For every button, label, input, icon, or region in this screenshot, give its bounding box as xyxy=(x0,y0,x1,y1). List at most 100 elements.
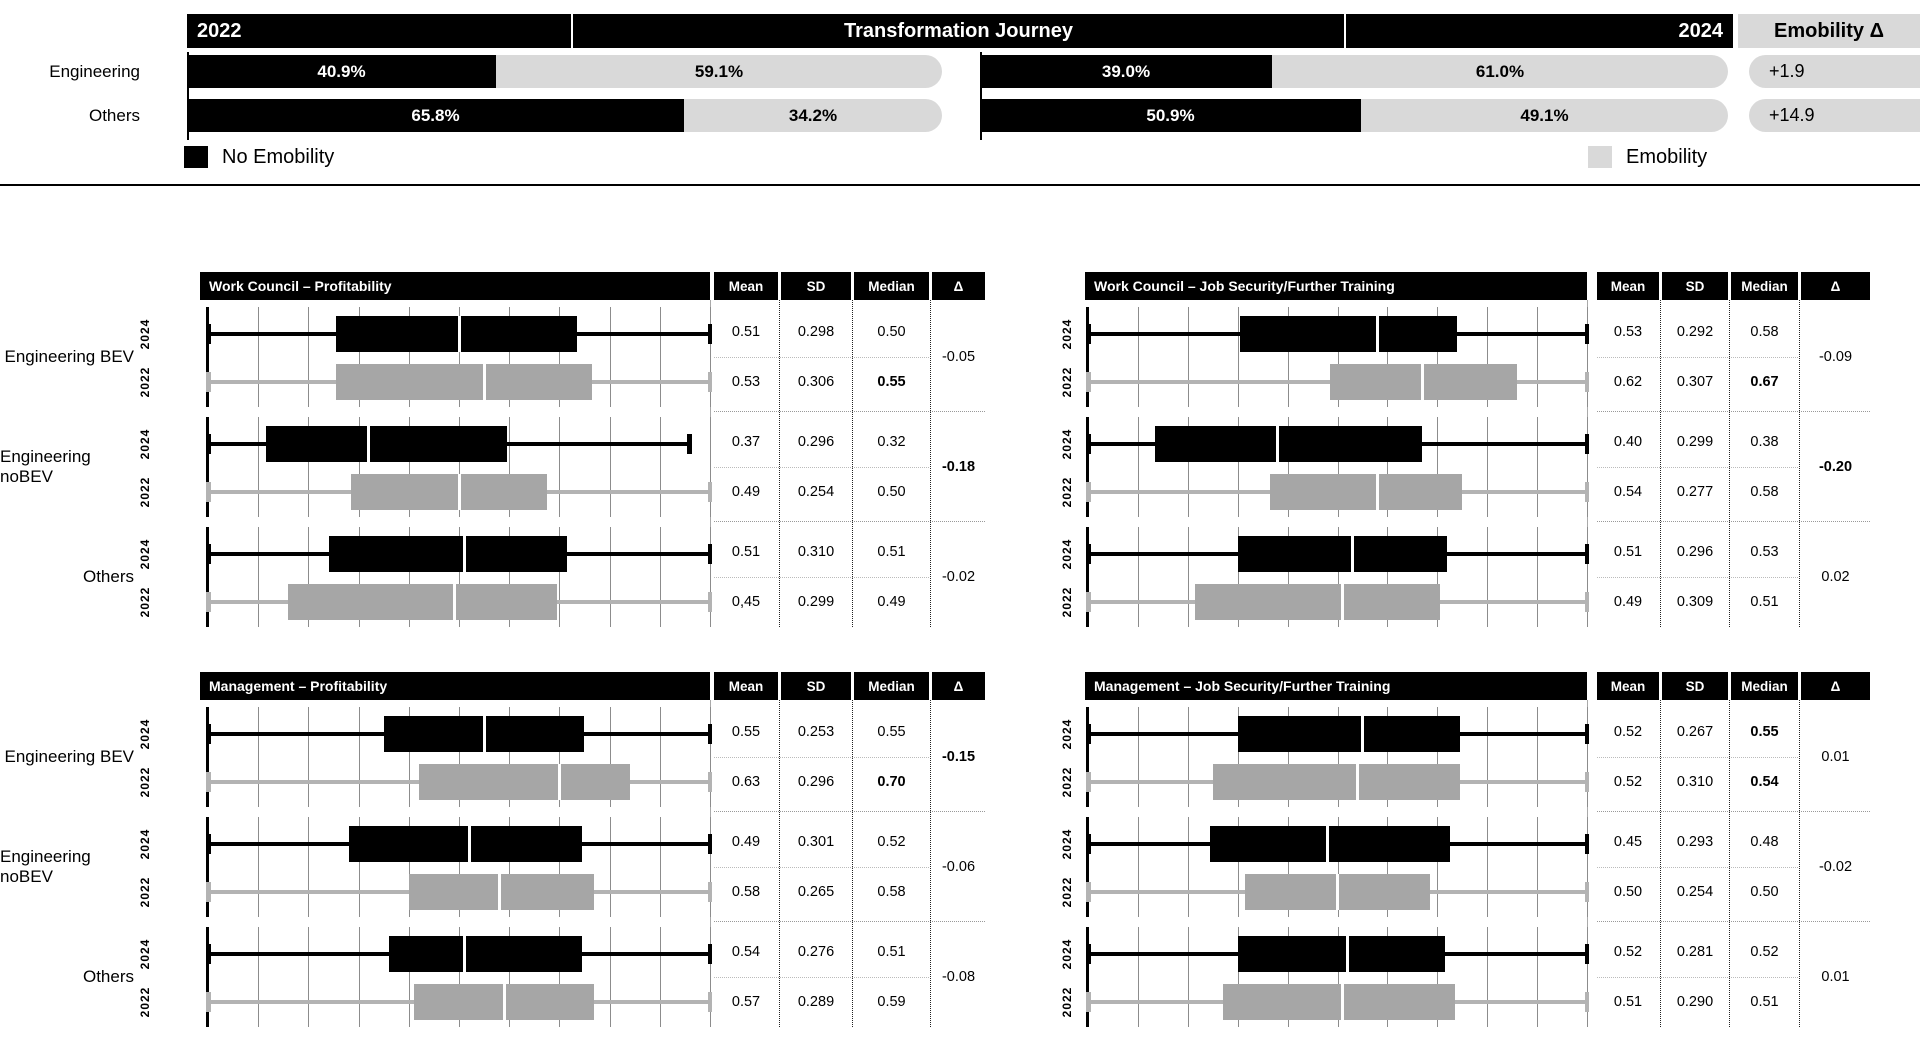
whisker-cap-high xyxy=(1584,434,1589,454)
gridline xyxy=(1187,417,1189,517)
gridline xyxy=(609,927,611,1027)
column-header-mean: Mean xyxy=(1597,272,1659,300)
table-column-separator xyxy=(852,700,853,1027)
cell-sd: 0.289 xyxy=(797,994,835,1010)
cell-delta: -0.02 xyxy=(941,569,976,585)
row-separator xyxy=(714,357,929,358)
whisker-cap-low xyxy=(206,482,211,502)
cell-median: 0.38 xyxy=(1750,434,1779,450)
cell-mean: 0.62 xyxy=(1613,374,1643,390)
box-median-line xyxy=(462,536,466,572)
gridline xyxy=(408,307,410,407)
group-separator xyxy=(714,921,985,922)
column-header-sd: SD xyxy=(781,672,851,700)
group-label: Others xyxy=(82,967,134,986)
cell-mean: 0.51 xyxy=(1613,994,1643,1010)
gridline xyxy=(1337,307,1339,407)
cell-mean: 0.52 xyxy=(1613,724,1643,740)
cell-mean: 0.57 xyxy=(731,994,761,1010)
gridline xyxy=(1537,307,1539,407)
gridline xyxy=(1537,527,1539,627)
cell-mean: 0.49 xyxy=(731,484,761,500)
gridline xyxy=(1337,817,1339,917)
cell-delta: -0.09 xyxy=(1818,349,1853,365)
gridline xyxy=(559,927,561,1027)
cell-sd: 0.299 xyxy=(1676,434,1714,450)
cell-sd: 0.296 xyxy=(797,774,835,790)
gridline xyxy=(1437,417,1439,517)
cell-median: 0.58 xyxy=(1750,324,1779,340)
group-label: Engineering BEV xyxy=(4,747,134,766)
gridline xyxy=(1487,527,1489,627)
box-median-line xyxy=(452,584,456,620)
gridline xyxy=(358,707,360,807)
gridline xyxy=(1287,527,1289,627)
box-median-line xyxy=(1341,584,1344,620)
cell-sd: 0.254 xyxy=(797,484,835,500)
gridline xyxy=(1137,527,1139,627)
category-label: Engineering xyxy=(49,61,140,81)
gridline xyxy=(710,417,711,517)
whisker-cap-high xyxy=(1584,944,1589,964)
year-label: 2022 xyxy=(1060,586,1074,618)
box-iqr xyxy=(348,826,582,862)
cell-median: 0.50 xyxy=(1750,884,1779,900)
year-label: 2022 xyxy=(138,986,152,1018)
cell-median: 0.58 xyxy=(1750,484,1779,500)
box-median-line xyxy=(1346,936,1349,972)
group-separator xyxy=(714,411,985,412)
cell-median: 0.50 xyxy=(877,484,906,500)
whisker-cap-high xyxy=(1584,482,1589,502)
gridline xyxy=(408,707,410,807)
whisker-cap-low xyxy=(206,834,211,854)
gridline xyxy=(408,817,410,917)
year-label: 2022 xyxy=(1060,476,1074,508)
group-separator xyxy=(1597,921,1870,922)
whisker-cap-low xyxy=(206,882,211,902)
cell-sd: 0.301 xyxy=(797,834,835,850)
column-header-sd: SD xyxy=(781,272,851,300)
group-label: Engineering noBEV xyxy=(0,847,91,886)
bar-value-emobility: 61.0% xyxy=(1475,61,1525,81)
column-header-sd: SD xyxy=(1662,672,1728,700)
gridline xyxy=(408,417,410,517)
bar-value-no-emobility: 65.8% xyxy=(411,105,460,125)
cell-median: 0.70 xyxy=(877,774,906,790)
gridline xyxy=(1237,527,1239,627)
whisker-cap-low xyxy=(1086,482,1091,502)
gridline xyxy=(1287,307,1289,407)
cell-median: 0.50 xyxy=(877,324,906,340)
box-median-line xyxy=(467,826,471,862)
plot-axis xyxy=(206,417,209,517)
gridline xyxy=(1487,307,1489,407)
gridline xyxy=(659,707,661,807)
box-iqr xyxy=(1195,584,1440,620)
cell-mean: 0.54 xyxy=(731,944,761,960)
delta-pill: +1.9 xyxy=(1749,55,1920,88)
gridline xyxy=(659,527,661,627)
gridline xyxy=(1487,417,1489,517)
column-header-median: Median xyxy=(1731,272,1798,300)
whisker-cap-high xyxy=(707,544,712,564)
whisker-cap-high xyxy=(707,834,712,854)
cell-mean: 0.53 xyxy=(1613,324,1643,340)
cell-median: 0.55 xyxy=(877,374,906,390)
gridline xyxy=(1337,707,1339,807)
gridline xyxy=(1387,307,1389,407)
gridline xyxy=(1537,707,1539,807)
gridline xyxy=(459,927,460,1027)
box-median-line xyxy=(367,426,371,462)
gridline xyxy=(609,707,611,807)
cell-median: 0.48 xyxy=(1750,834,1779,850)
year-label: 2022 xyxy=(138,476,152,508)
cell-sd: 0.265 xyxy=(797,884,835,900)
gridline xyxy=(408,927,410,1027)
gridline xyxy=(710,817,711,917)
gridline xyxy=(710,527,711,627)
group-label: Engineering BEV xyxy=(4,347,134,366)
box-iqr xyxy=(351,474,547,510)
box-iqr xyxy=(418,764,630,800)
cell-sd: 0.290 xyxy=(1676,994,1714,1010)
whisker-cap-high xyxy=(1584,882,1589,902)
gridline xyxy=(609,417,611,517)
